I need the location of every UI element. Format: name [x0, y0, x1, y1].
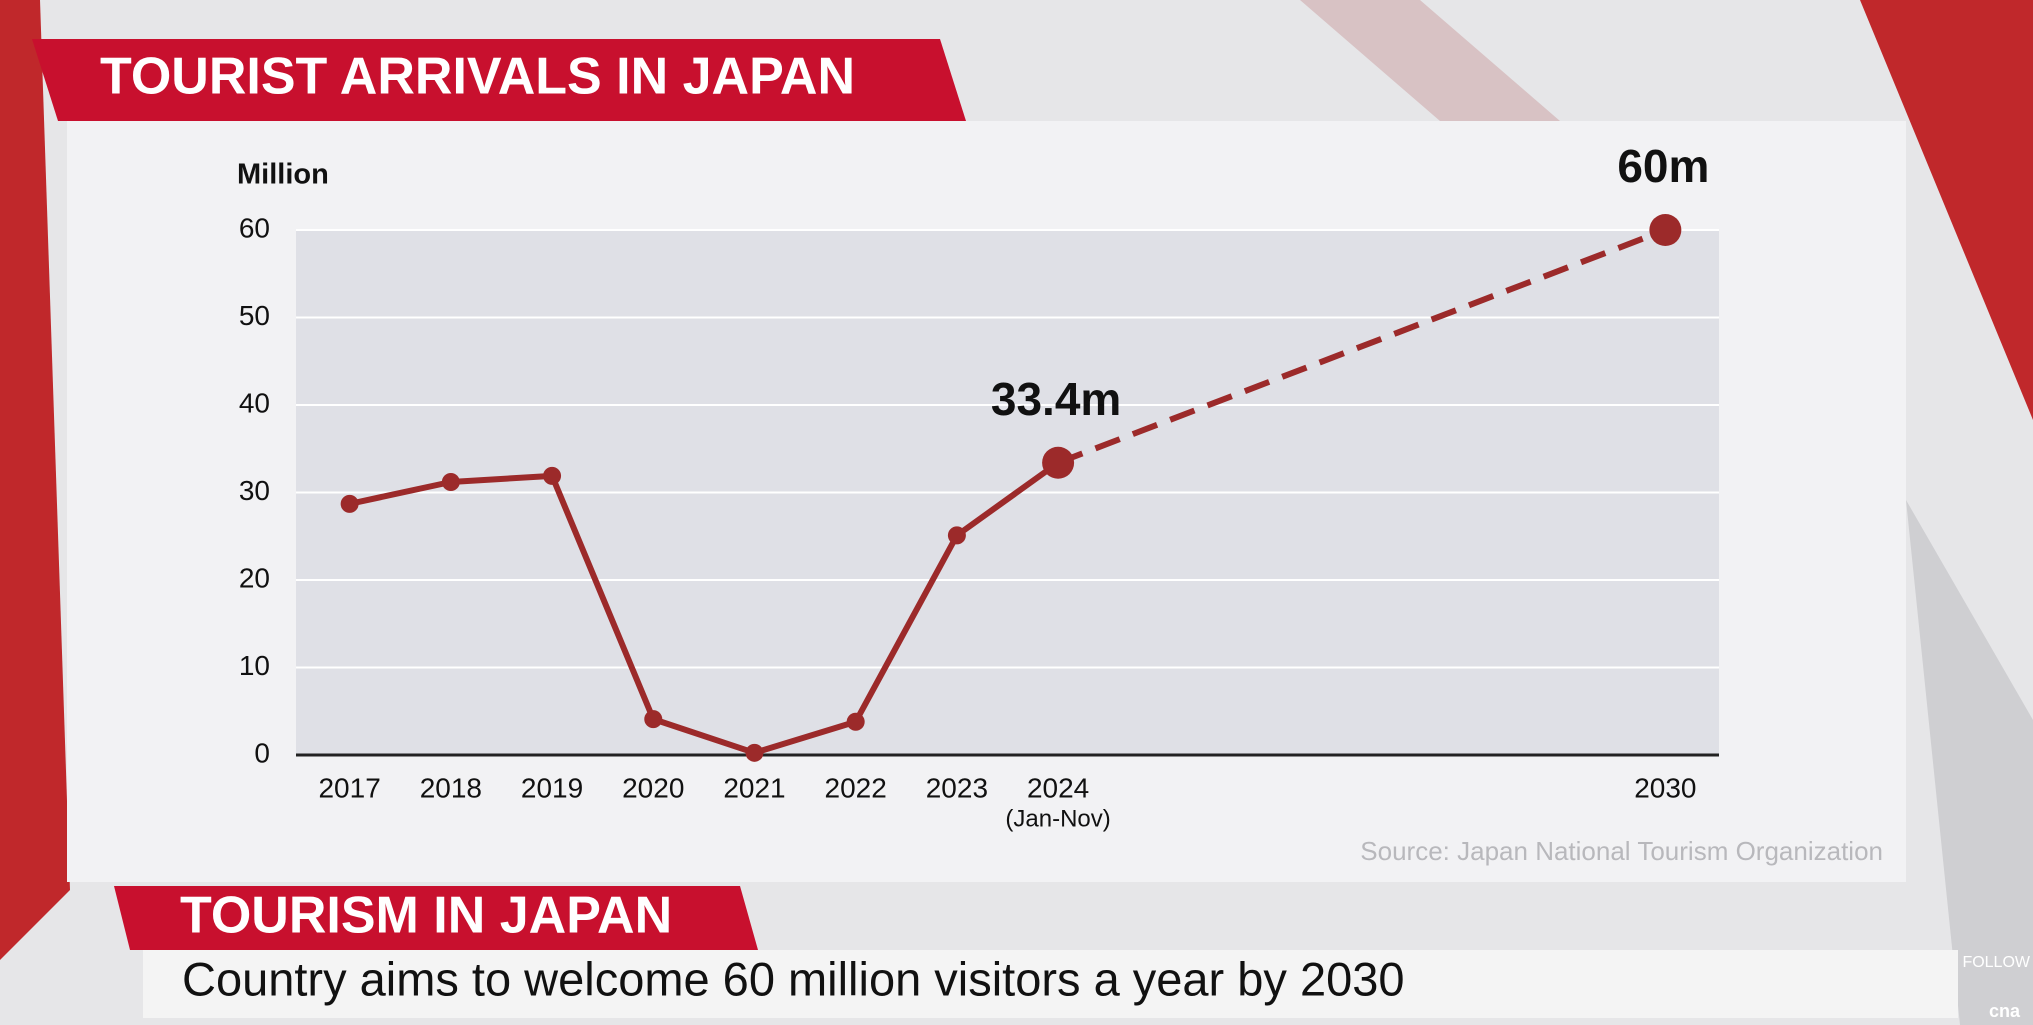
- y-tick-label: 50: [239, 300, 270, 331]
- marker: [1649, 214, 1682, 246]
- projection-line: [1057, 227, 1667, 466]
- value-label: 60m: [1617, 140, 1709, 192]
- title-banner: [32, 39, 966, 121]
- y-tick-label: 30: [239, 475, 270, 506]
- y-tick-label: 40: [239, 387, 270, 418]
- x-tick-label: 2021: [723, 772, 785, 803]
- brand: cna: [1989, 1001, 2021, 1021]
- x-tick-label: 2023: [926, 772, 988, 803]
- x-tick-note: (Jan-Nov): [1005, 805, 1110, 832]
- stripe: [0, 0, 70, 960]
- marker: [644, 710, 663, 729]
- headline-banner: [114, 886, 758, 950]
- marker: [441, 473, 460, 491]
- x-tick-label: 2018: [420, 772, 482, 803]
- x-tick-label: 2019: [521, 772, 583, 803]
- line: [349, 460, 1060, 756]
- x-tick-label: 2024: [1027, 772, 1089, 803]
- x-tick-label: 2030: [1634, 772, 1696, 803]
- marker: [340, 494, 359, 513]
- value-label: 33.4m: [991, 373, 1121, 425]
- marker: [947, 526, 966, 545]
- marker: [846, 712, 865, 731]
- y-tick-label: 0: [254, 737, 270, 768]
- stripe: [1860, 0, 2033, 420]
- y-tick-label: 10: [239, 650, 270, 681]
- stripe: [1906, 500, 2033, 1025]
- marker: [1042, 446, 1075, 479]
- caption: Country aims to welcome 60 million visit…: [182, 952, 1405, 1005]
- headline: TOURISM IN JAPAN: [180, 887, 672, 945]
- marker: [745, 743, 764, 762]
- y-tick-label: 60: [239, 212, 270, 243]
- caption-bar: [143, 950, 1958, 1018]
- x-tick-label: 2020: [622, 772, 684, 803]
- follow: FOLLOW: [1962, 954, 2030, 971]
- marker: [543, 466, 562, 485]
- source: Source: Japan National Tourism Organizat…: [1360, 836, 1883, 866]
- title: TOURIST ARRIVALS IN JAPAN: [100, 48, 855, 106]
- x-tick-label: 2017: [318, 772, 380, 803]
- x-tick-label: 2022: [825, 772, 887, 803]
- y-axis-label: Million: [237, 159, 329, 191]
- stripe: [1300, 0, 1560, 121]
- y-tick-label: 20: [239, 562, 270, 593]
